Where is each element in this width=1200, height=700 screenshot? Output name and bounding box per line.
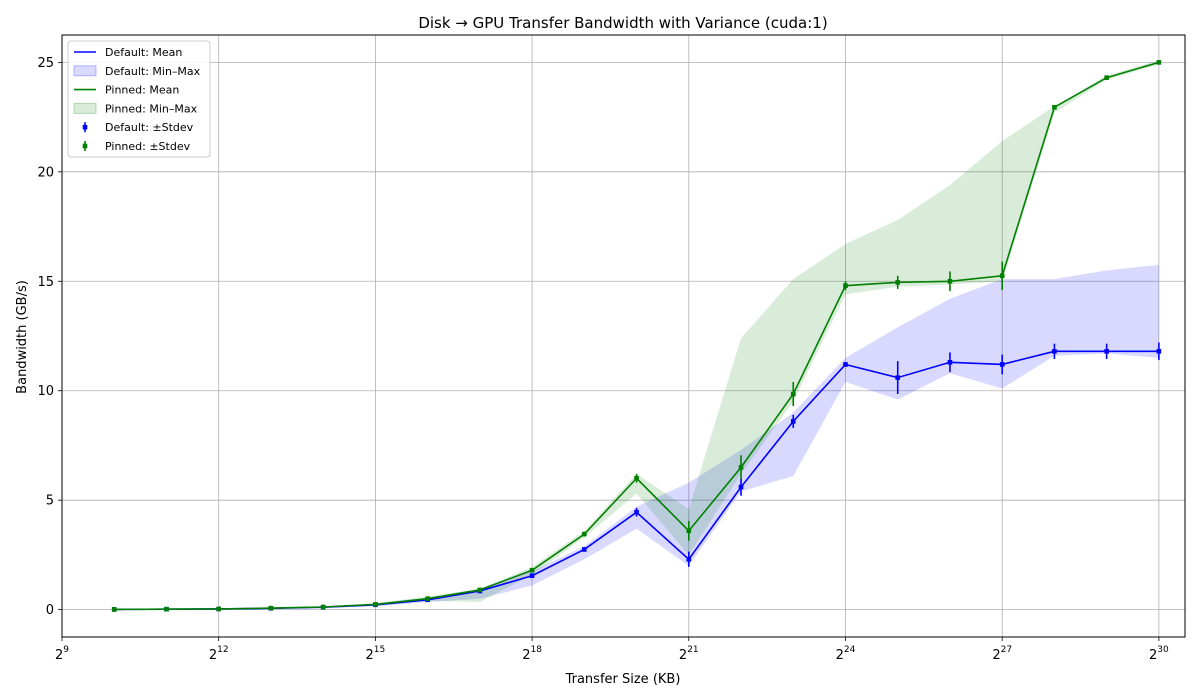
x-tick-label: 29 [55,645,69,663]
pinned-data-point [686,528,692,534]
legend-pinned-minmax-label: Pinned: Min–Max [105,102,198,115]
pinned-data-point [582,531,587,537]
pinned-data-point [477,587,483,593]
x-tick-label: 221 [679,645,699,663]
pinned-data-point [216,606,221,612]
default-data-point [738,484,744,490]
y-tick-label: 10 [37,384,54,399]
pinned-data-point [425,596,430,601]
pinned-data-point [738,465,744,470]
default-data-point [529,573,535,579]
legend-pinned-mean-label: Pinned: Mean [105,84,179,97]
legend-pinned-stdev-label: Pinned: ±Stdev [105,140,191,153]
pinned-data-point [790,391,796,397]
legend: Default: Mean Default: Min–Max Pinned: Mea… [67,40,211,158]
y-tick-label: 15 [37,275,54,290]
pinned-data-point [373,602,378,607]
default-data-point [999,362,1005,367]
pinned-data-point [1052,104,1057,110]
plot-frame [61,34,1186,638]
pinned-data-point [268,605,274,611]
default-data-point [895,375,901,380]
pinned-data-point [947,278,953,284]
pinned-data-point [111,607,117,612]
legend-pinned-stdev-marker [82,143,88,149]
default-data-point [790,419,796,424]
pinned-data-point [529,567,535,573]
pinned-data-point [320,604,326,610]
pinned-data-point [164,606,169,612]
default-data-point [634,509,639,515]
error-bars [111,60,1162,612]
legend-default-mean-label: Default: Mean [105,46,182,59]
y-tick-label: 5 [46,494,54,509]
pinned-data-point [1156,60,1162,65]
default-data-point [1104,349,1109,354]
x-tick-label: 230 [1149,645,1169,663]
pinned-data-point [843,283,848,288]
y-axis-label: Bandwidth (GB/s) [15,280,30,394]
x-axis-label: Transfer Size (KB) [565,672,681,687]
legend-box [67,40,211,158]
axis-ticks: 29 212 215 218 221 224 227 230 0 5 10 15 20 25 [37,56,1169,663]
default-data-point [1052,349,1057,354]
y-tick-label: 0 [46,603,54,618]
y-tick-label: 20 [37,165,54,180]
x-tick-label: 227 [992,645,1012,663]
legend-default-minmax-label: Default: Min–Max [105,65,201,78]
legend-default-minmax-swatch [73,65,97,77]
default-data-point [947,359,953,365]
legend-pinned-minmax-swatch [73,102,97,114]
pinned-data-point [1104,75,1109,80]
legend-default-stdev-marker [82,124,88,130]
x-tick-label: 212 [209,645,229,663]
chart-title: Disk → GPU Transfer Bandwidth with Varia… [418,14,827,32]
grid [62,35,1185,637]
x-tick-label: 224 [836,645,856,663]
default-data-point [1156,349,1162,354]
y-tick-label: 25 [37,56,54,71]
pinned-data-point [999,273,1005,279]
default-data-point [686,556,692,562]
legend-default-stdev-label: Default: ±Stdev [105,121,194,134]
minmax-bands [114,60,1159,610]
default-data-point [582,547,587,552]
x-tick-label: 218 [522,645,542,663]
x-tick-label: 215 [366,645,386,663]
default-data-point [843,362,848,367]
pinned-data-point [634,475,639,481]
pinned-data-point [895,280,901,285]
default-minmax-band [114,264,1159,610]
